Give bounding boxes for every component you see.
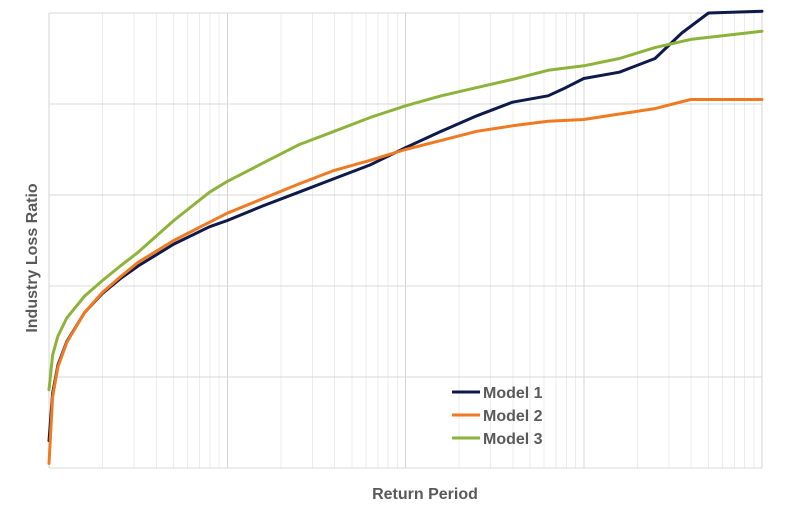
- legend-label-model-3: Model 3: [483, 431, 543, 448]
- series-lines: [47, 9, 764, 465]
- y-axis-title: Industry Loss Ratio: [24, 183, 41, 333]
- legend-label-model-2: Model 2: [483, 408, 543, 425]
- legend-label-model-1: Model 1: [483, 385, 543, 402]
- legend: Model 1 Model 2 Model 3: [452, 385, 543, 448]
- gridlines: [48, 12, 763, 469]
- series-line-model-2: [47, 98, 764, 465]
- x-axis-title: Return Period: [372, 486, 478, 503]
- series-line-model-3: [47, 29, 764, 392]
